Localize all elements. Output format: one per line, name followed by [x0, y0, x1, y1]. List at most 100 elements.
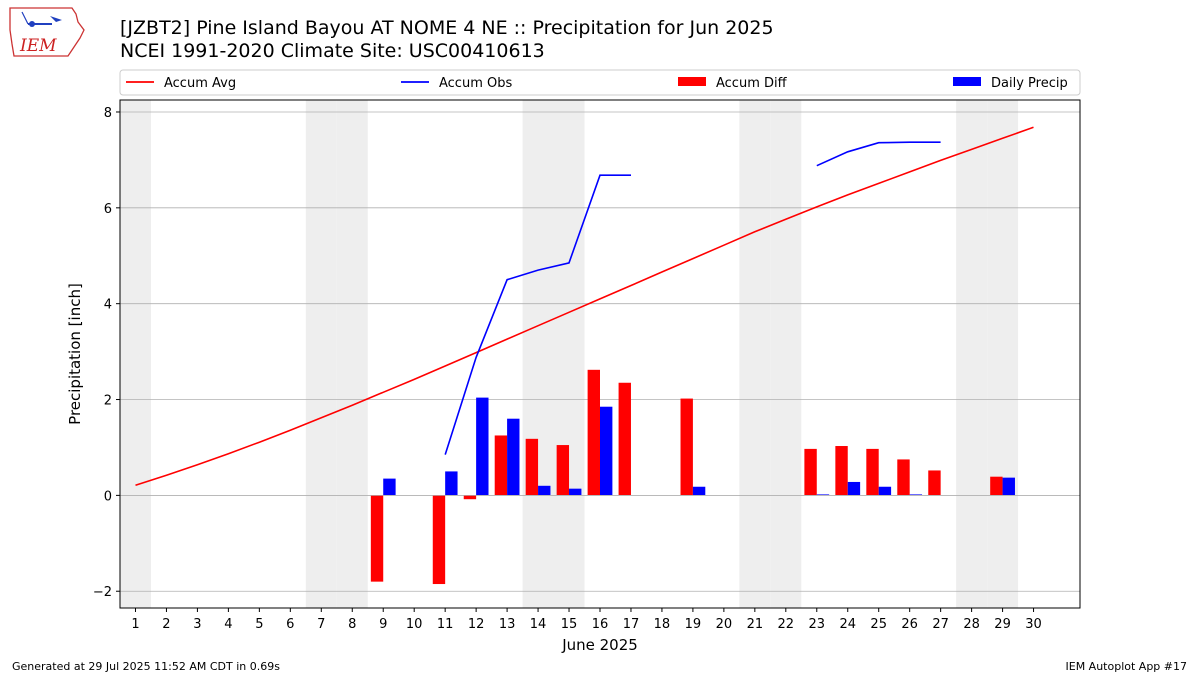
weekend-band	[739, 100, 771, 608]
y-axis-label: Precipitation [inch]	[66, 283, 84, 425]
daily-precip-bar	[383, 478, 396, 496]
x-tick-label: 13	[499, 617, 516, 632]
y-tick-label: −2	[93, 585, 112, 600]
x-tick-label: 8	[348, 617, 356, 632]
iem-logo: IEM	[9, 7, 85, 57]
daily-precip-bar	[569, 488, 582, 496]
x-tick-label: 17	[623, 617, 640, 632]
x-tick-label: 25	[870, 617, 887, 632]
chart-subtitle: NCEI 1991-2020 Climate Site: USC00410613	[120, 40, 545, 62]
x-tick-label: 12	[468, 617, 485, 632]
accum-diff-bar	[556, 445, 570, 496]
daily-precip-bar	[538, 485, 551, 496]
daily-precip-bar	[909, 494, 923, 496]
x-tick-label: 30	[1025, 617, 1042, 632]
x-tick-label: 16	[592, 617, 609, 632]
y-tick-label: 4	[104, 298, 112, 313]
y-tick-label: 2	[104, 394, 112, 409]
x-tick-label: 5	[255, 617, 263, 632]
accum-diff-bar	[618, 382, 631, 496]
logo-text: IEM	[19, 36, 57, 56]
weekend-band	[987, 100, 1019, 608]
legend-item: Daily Precip	[953, 76, 1068, 91]
daily-precip-bar	[507, 418, 520, 496]
accum-diff-bar	[866, 448, 879, 496]
x-tick-label: 14	[530, 617, 547, 632]
daily-precip-bar	[476, 397, 489, 496]
legend-swatch-bar	[953, 77, 981, 86]
x-tick-label: 28	[963, 617, 980, 632]
accum-diff-bar	[370, 495, 384, 582]
accum-diff-bar	[804, 448, 817, 496]
x-tick-label: 20	[716, 617, 733, 632]
accum-diff-bar	[897, 459, 910, 496]
iowa-outline-icon	[9, 7, 85, 57]
x-tick-label: 15	[561, 617, 578, 632]
legend-swatch-bar	[678, 77, 706, 86]
weekend-band	[553, 100, 585, 608]
legend-box	[119, 69, 1081, 96]
accum-diff-bar	[432, 495, 446, 585]
x-tick-label: 1	[131, 617, 139, 632]
accum-diff-bar	[525, 438, 539, 496]
x-axis: 1 2 3 4 5 6 7 8 9 10 11 12 13 14 15 16 17 18 19 20 21 22 23 24 2…	[131, 608, 1042, 632]
legend-label: Daily Precip	[991, 76, 1068, 91]
accum-diff-bar	[835, 446, 848, 496]
accum-diff-bar	[680, 398, 693, 496]
generated-note: Generated at 29 Jul 2025 11:52 AM CDT in…	[12, 660, 280, 673]
weekend-band	[956, 100, 988, 608]
y-tick-label: 8	[104, 106, 112, 121]
x-tick-label: 3	[193, 617, 201, 632]
x-tick-label: 23	[809, 617, 826, 632]
x-tick-label: 2	[162, 617, 170, 632]
daily-precip-bar	[878, 486, 892, 496]
daily-precip-bar	[692, 486, 706, 496]
y-tick-label: 6	[104, 202, 112, 217]
accum-avg-line	[135, 126, 1034, 487]
accum-diff-bar	[587, 369, 600, 496]
x-tick-label: 27	[932, 617, 949, 632]
accum-diff-bar	[928, 470, 941, 496]
x-tick-label: 24	[839, 617, 856, 632]
daily-precip-bar	[847, 481, 861, 496]
y-axis: −2 0 2 4 6 8	[93, 106, 120, 600]
legend-label: Accum Avg	[164, 76, 236, 91]
weekend-band	[120, 100, 151, 608]
plot-area	[120, 100, 1080, 608]
accum-diff-bar	[463, 495, 477, 500]
legend-item: Accum Diff	[678, 76, 788, 91]
x-tick-label: 9	[379, 617, 387, 632]
x-tick-label: 18	[654, 617, 671, 632]
x-tick-label: 6	[286, 617, 294, 632]
legend-item: Accum Avg	[126, 76, 236, 91]
accum-obs-line	[816, 141, 941, 167]
legend-label: Accum Obs	[439, 76, 512, 91]
daily-precip-bar	[600, 406, 613, 496]
legend-label: Accum Diff	[716, 76, 788, 91]
weekend-band	[336, 100, 368, 608]
chart-title: [JZBT2] Pine Island Bayou AT NOME 4 NE :…	[120, 17, 774, 39]
x-tick-label: 19	[685, 617, 702, 632]
weekend-band	[305, 100, 337, 608]
legend: Accum Avg Accum Obs Accum Diff Daily Precip	[119, 69, 1081, 96]
x-tick-label: 22	[778, 617, 795, 632]
legend-item: Accum Obs	[401, 76, 512, 91]
x-tick-label: 7	[317, 617, 325, 632]
x-tick-label: 29	[994, 617, 1011, 632]
daily-precip-bar	[1002, 477, 1015, 496]
x-tick-label: 10	[406, 617, 423, 632]
x-tick-label: 26	[901, 617, 918, 632]
accum-obs-line	[444, 174, 631, 455]
weekend-band	[770, 100, 802, 608]
app-note: IEM Autoplot App #17	[1065, 660, 1188, 673]
accum-diff-bar	[990, 476, 1003, 496]
daily-precip-bar	[816, 494, 830, 496]
x-tick-label: 4	[224, 617, 232, 632]
weekend-band	[522, 100, 554, 608]
y-tick-label: 0	[104, 489, 112, 504]
x-tick-label: 21	[747, 617, 764, 632]
daily-precip-bar	[445, 471, 458, 496]
accum-diff-bar	[494, 435, 508, 496]
x-tick-label: 11	[437, 617, 454, 632]
